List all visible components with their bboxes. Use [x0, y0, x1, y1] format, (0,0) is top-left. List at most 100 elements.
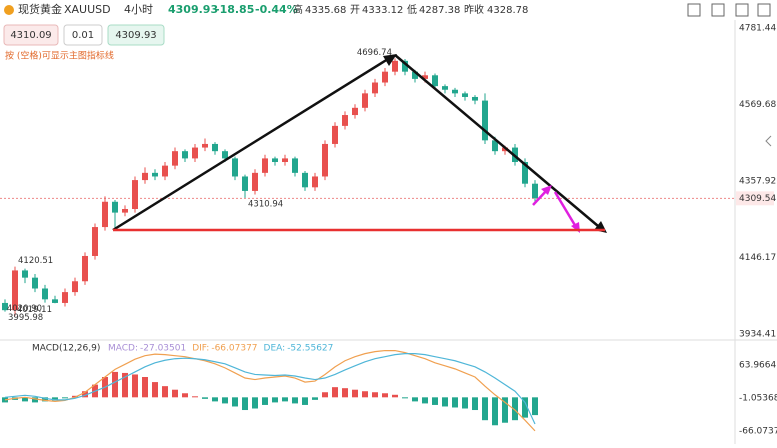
macd-bar	[152, 382, 158, 398]
low: 4287.38	[419, 5, 460, 16]
macd-bar	[72, 395, 78, 398]
candle-body	[452, 89, 458, 94]
buy-button[interactable]	[107, 24, 165, 46]
candle-body	[182, 151, 188, 159]
macd-bar	[202, 397, 208, 399]
candle-body	[282, 158, 288, 163]
macd-bar	[22, 397, 28, 402]
macd-line	[4, 353, 536, 425]
macd-bar	[272, 397, 278, 403]
macd-bar	[432, 397, 438, 405]
candle-body	[32, 277, 38, 289]
drawings	[112, 54, 607, 233]
candle-body	[92, 227, 98, 256]
legend-name: DIF:	[192, 344, 209, 354]
macd-bar	[282, 397, 288, 402]
price-annotation: 3995.98	[8, 313, 43, 323]
high: 4335.68	[305, 5, 346, 16]
candle-body	[122, 208, 128, 213]
candle-body	[102, 201, 108, 228]
macd-bar	[302, 397, 308, 405]
open: 4333.12	[362, 5, 403, 16]
candle-body	[532, 183, 538, 199]
macd-bar	[482, 397, 488, 421]
buy-price: 4309.93	[115, 30, 156, 41]
macd-bar	[252, 397, 258, 409]
tool-icon[interactable]	[735, 3, 749, 17]
prev-label: 昨收	[464, 3, 484, 16]
candle-body	[322, 143, 328, 177]
price-annotation: 4019.11	[17, 305, 52, 315]
symbol-icon	[4, 5, 14, 15]
candle-body	[402, 60, 408, 72]
candle-body	[232, 158, 238, 177]
candle-body	[502, 147, 508, 152]
legend-value: -27.03501	[140, 344, 186, 354]
macd-bar	[442, 397, 448, 407]
candle-body	[472, 96, 478, 101]
macd-bar	[452, 397, 458, 408]
macd-bar	[52, 397, 58, 401]
macd-bar	[172, 389, 178, 398]
y-tick-label: 3934.41	[739, 329, 776, 339]
lot: 0.01	[72, 30, 94, 41]
candle-body	[462, 93, 468, 97]
macd-bar	[422, 397, 428, 404]
macd-bar	[42, 397, 48, 402]
macd-bar	[372, 392, 378, 398]
y-tick-label: 4569.68	[739, 100, 776, 110]
change-pct: -0.44%	[255, 3, 298, 16]
open-label: 开	[350, 5, 360, 16]
candle-body	[252, 172, 258, 191]
collapse-arrow[interactable]	[765, 135, 772, 147]
period[interactable]: 4小时	[124, 3, 153, 16]
sell-button[interactable]	[3, 24, 59, 46]
macd-bar	[192, 396, 198, 398]
macd-bar	[402, 397, 408, 399]
y-tick-label: -66.07377	[739, 426, 777, 436]
candle-body	[382, 71, 388, 83]
candle-body	[432, 75, 438, 87]
macd-bar	[242, 397, 248, 411]
macd-bar	[132, 374, 138, 398]
candle-body	[42, 288, 48, 300]
macd-bar	[412, 397, 418, 402]
candle-body	[62, 292, 68, 303]
candle-body	[162, 165, 168, 177]
arrow-head	[383, 54, 397, 66]
arrow-head	[541, 185, 552, 195]
candle-body	[112, 201, 118, 213]
prev: 4328.78	[487, 5, 528, 16]
hint: 按 (空格)可显示主图指标线	[5, 50, 114, 62]
trend-arrow	[112, 57, 389, 232]
pink-arrow	[553, 191, 578, 228]
macd-bar	[162, 386, 168, 398]
pink-arrow	[532, 189, 548, 206]
price-annotation: 4120.51	[18, 256, 53, 266]
candle-body	[222, 151, 228, 159]
price-annotation: 4310.94	[248, 199, 283, 209]
tool-icon[interactable]	[757, 3, 771, 17]
candle-body	[342, 115, 348, 126]
candle-body	[312, 176, 318, 188]
candle-body	[292, 158, 298, 173]
macd-bar	[32, 397, 38, 403]
macd-bar	[532, 397, 538, 416]
macd-bar	[112, 371, 118, 398]
tool-icon[interactable]	[711, 3, 725, 17]
tool-icon[interactable]	[687, 3, 701, 17]
macd-bar	[182, 393, 188, 398]
macd-bar	[352, 389, 358, 398]
candle-body	[302, 172, 308, 188]
price-annotation: 4696.74	[357, 48, 392, 58]
candle-body	[272, 158, 278, 163]
macd-bar	[362, 391, 368, 398]
legend-name: DEA:	[264, 344, 286, 354]
lot-input[interactable]	[63, 24, 103, 46]
change: -18.85	[215, 3, 254, 16]
legend-name: MACD:	[108, 344, 138, 354]
symbol-name[interactable]: 现货黄金	[18, 2, 62, 16]
price-annotation: 4020.90	[7, 304, 42, 314]
candle-body	[72, 281, 78, 293]
